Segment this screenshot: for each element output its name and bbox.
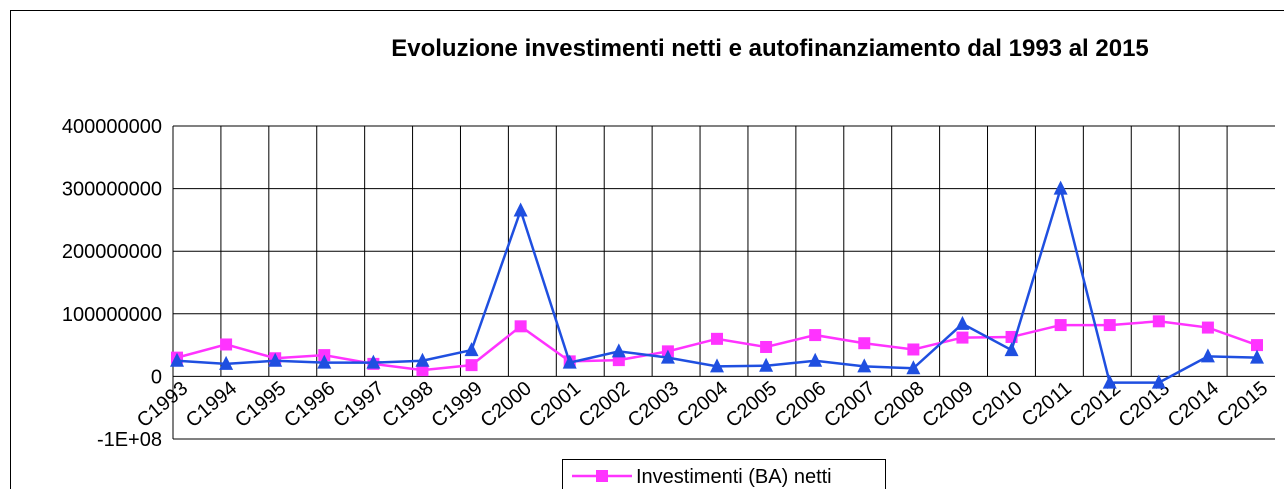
legend-box bbox=[562, 459, 886, 489]
marker bbox=[955, 315, 970, 330]
marker bbox=[415, 352, 430, 367]
y-tick-label: 300000000 bbox=[62, 179, 162, 201]
y-tick-label: -1E+08 bbox=[97, 429, 162, 451]
marker bbox=[907, 343, 920, 356]
chart-frame bbox=[10, 10, 1284, 489]
marker bbox=[611, 343, 626, 358]
marker bbox=[710, 358, 724, 373]
marker bbox=[1102, 374, 1117, 389]
y-tick-label: 200000000 bbox=[62, 241, 162, 263]
marker bbox=[465, 359, 478, 372]
marker bbox=[1054, 319, 1067, 332]
marker bbox=[514, 320, 527, 333]
marker bbox=[1251, 339, 1263, 352]
marker bbox=[1200, 348, 1215, 363]
marker bbox=[858, 337, 871, 350]
y-tick-label: 0 bbox=[151, 366, 162, 388]
legend-label: Investimenti (BA) netti bbox=[636, 466, 832, 488]
y-tick-label: 100000000 bbox=[62, 304, 162, 326]
marker bbox=[956, 331, 969, 344]
marker bbox=[416, 364, 429, 377]
marker bbox=[562, 354, 577, 369]
marker bbox=[809, 329, 822, 342]
marker bbox=[1053, 180, 1068, 195]
marker bbox=[1201, 321, 1214, 334]
marker bbox=[906, 360, 921, 375]
marker bbox=[760, 340, 773, 353]
chart-title: Evoluzione investimenti netti e autofina… bbox=[391, 35, 1149, 62]
marker bbox=[857, 358, 872, 373]
marker bbox=[808, 352, 823, 367]
marker bbox=[1250, 349, 1264, 364]
marker bbox=[711, 332, 723, 345]
marker bbox=[219, 355, 234, 370]
marker bbox=[366, 354, 381, 369]
marker bbox=[660, 349, 675, 364]
marker bbox=[513, 202, 528, 217]
marker bbox=[759, 357, 774, 372]
marker bbox=[317, 354, 332, 369]
marker bbox=[596, 470, 608, 482]
marker bbox=[170, 352, 184, 367]
marker bbox=[1103, 319, 1116, 332]
marker bbox=[1152, 315, 1165, 328]
y-tick-label: 400000000 bbox=[62, 116, 162, 138]
marker bbox=[1004, 342, 1019, 357]
marker bbox=[220, 338, 233, 351]
marker bbox=[1151, 374, 1166, 389]
marker bbox=[464, 342, 479, 357]
marker bbox=[268, 352, 283, 367]
